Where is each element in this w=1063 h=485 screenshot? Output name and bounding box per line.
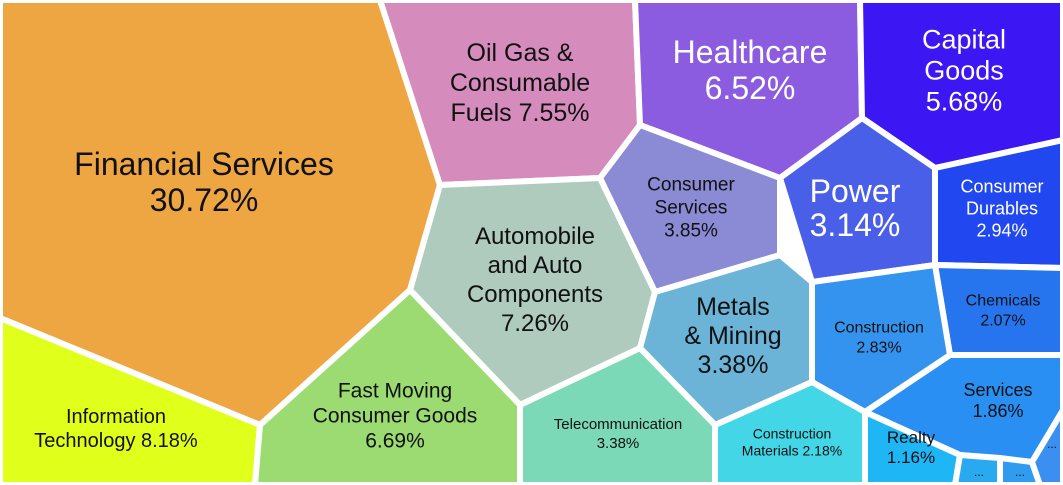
label-line: 5.68% xyxy=(926,86,1003,116)
label-consumer-durables: Consumer Durables 2.94% xyxy=(960,176,1043,240)
cell-sector-19[interactable] xyxy=(1029,407,1063,485)
label-construction: Construction 2.83% xyxy=(834,320,924,357)
label-line: Metals xyxy=(696,293,770,321)
label-line: Durables xyxy=(966,198,1038,218)
cell-sector-17[interactable] xyxy=(952,452,1003,485)
label-line: Services xyxy=(963,380,1032,400)
label-line: Construction xyxy=(834,320,924,337)
label-oil-gas-consumable-fuels: Oil Gas & Consumable Fuels 7.55% xyxy=(450,39,590,127)
label-line: Automobile xyxy=(475,223,595,250)
label-line: Consumer Goods xyxy=(313,404,478,427)
label-information-technology: Information Technology 8.18% xyxy=(34,406,198,452)
label-realty: Realty 1.16% xyxy=(887,428,936,467)
label-line: Capital xyxy=(922,24,1006,54)
label-line: Financial Services xyxy=(74,146,334,182)
label-line: Consumer xyxy=(647,175,735,196)
label-line: Materials 2.18% xyxy=(742,442,842,458)
label-line: Healthcare xyxy=(673,34,828,70)
label-sector-17: ... xyxy=(974,465,984,479)
label-automobile-and-auto-components: Automobile and Auto Components 7.26% xyxy=(467,223,603,337)
treemap-labels: Financial Services 30.72% Oil Gas & Consuma… xyxy=(34,24,1057,479)
label-financial-services: Financial Services 30.72% xyxy=(74,146,334,218)
label-line: Telecommunication xyxy=(554,416,682,433)
label-capital-goods: Capital Goods 5.68% xyxy=(922,24,1006,116)
label-telecommunication: Telecommunication 3.38% xyxy=(554,416,682,452)
label-line: & Mining xyxy=(684,322,781,350)
label-consumer-services: Consumer Services 3.85% xyxy=(647,175,735,242)
cell-consumer-durables[interactable] xyxy=(932,137,1063,271)
label-line: Construction xyxy=(753,425,832,441)
label-line: Consumer xyxy=(960,176,1043,196)
label-line: 3.85% xyxy=(664,221,718,242)
label-line: 30.72% xyxy=(150,182,259,218)
label-line: and Auto xyxy=(488,252,583,279)
label-power: Power 3.14% xyxy=(810,173,901,243)
label-metals-mining: Metals & Mining 3.38% xyxy=(684,293,781,379)
label-line: Technology 8.18% xyxy=(34,430,198,452)
label-line: 3.38% xyxy=(698,351,769,379)
label-line: 6.52% xyxy=(705,70,796,106)
label-line: Services xyxy=(655,198,728,219)
label-line: Fast Moving xyxy=(338,379,452,402)
cell-realty[interactable] xyxy=(862,409,963,485)
label-line: Realty xyxy=(887,428,936,447)
label-line: ... xyxy=(1015,465,1025,479)
label-line: 3.14% xyxy=(810,207,901,243)
label-line: 7.26% xyxy=(501,310,569,337)
label-line: 2.83% xyxy=(856,340,901,357)
label-line: Information xyxy=(66,406,166,428)
label-line: 3.38% xyxy=(597,435,640,452)
label-line: 1.16% xyxy=(887,448,935,467)
label-line: 2.07% xyxy=(980,313,1025,330)
label-line: Components xyxy=(467,281,603,308)
label-line: Fuels 7.55% xyxy=(451,99,590,127)
label-chemicals: Chemicals 2.07% xyxy=(966,293,1041,330)
label-sector-18: ... xyxy=(1015,465,1025,479)
label-line: ... xyxy=(974,465,984,479)
label-sector-19: ... xyxy=(1047,437,1057,451)
label-services: Services 1.86% xyxy=(963,380,1032,421)
label-line: Consumable xyxy=(450,69,590,97)
label-line: Chemicals xyxy=(966,293,1041,310)
label-line: 6.69% xyxy=(365,429,425,452)
label-line: Power xyxy=(810,173,901,209)
cell-chemicals[interactable] xyxy=(932,262,1063,358)
cell-information-technology[interactable] xyxy=(0,315,263,485)
label-line: Goods xyxy=(924,55,1004,85)
label-construction-materials: Construction Materials 2.18% xyxy=(742,425,842,458)
label-line: 1.86% xyxy=(972,401,1023,421)
label-line: Oil Gas & xyxy=(467,39,574,67)
label-healthcare: Healthcare 6.52% xyxy=(673,34,828,106)
label-line: 2.94% xyxy=(976,220,1027,240)
label-fast-moving-consumer-goods: Fast Moving Consumer Goods 6.69% xyxy=(313,379,478,452)
label-line: ... xyxy=(1047,437,1057,451)
